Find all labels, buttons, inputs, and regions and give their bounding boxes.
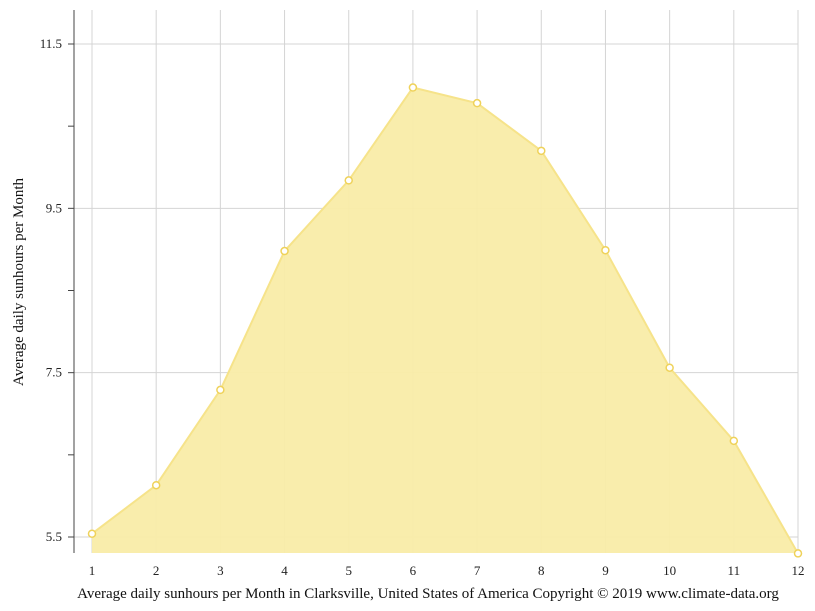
data-point-month-7 (472, 98, 482, 108)
x-tick-label: 6 (410, 563, 417, 578)
tick-labels: 11.59.57.55.51 2 3 4 5 6 7 8 9 10 11 12 (40, 36, 805, 578)
x-tick-label: 7 (474, 563, 481, 578)
data-point-month-5 (344, 176, 353, 185)
x-tick-label: 9 (602, 563, 609, 578)
series-line (91, 86, 799, 554)
y-tick-label: 9.5 (46, 200, 62, 215)
data-point-month-12 (793, 549, 803, 558)
x-tick-label: 4 (281, 563, 288, 578)
chart-caption: Average daily sunhours per Month in Clar… (77, 586, 779, 602)
data-points (87, 83, 803, 558)
y-tick-label: 11.5 (40, 36, 62, 51)
x-tick-label: 3 (217, 563, 224, 578)
area-fill (92, 87, 798, 554)
data-point-month-3 (216, 385, 225, 395)
axes (68, 10, 75, 553)
x-tick-label: 5 (345, 563, 352, 578)
x-tick-label: 11 (728, 563, 741, 578)
y-axis-title: Average daily sunhours per Month (11, 178, 27, 387)
data-point-month-6 (408, 83, 418, 92)
y-tick-label: 7.5 (46, 365, 62, 380)
y-tick-label: 5.5 (46, 529, 62, 544)
data-point-month-11 (729, 436, 739, 446)
x-tick-label: 2 (153, 563, 160, 578)
x-tick-label: 8 (538, 563, 545, 578)
data-point-month-8 (537, 146, 546, 156)
x-tick-label: 1 (89, 563, 96, 578)
data-point-month-4 (280, 246, 289, 256)
data-point-month-9 (601, 245, 610, 255)
x-tick-label: 12 (792, 563, 805, 578)
x-tick-label: 10 (663, 563, 676, 578)
data-point-month-10 (665, 363, 674, 372)
data-point-month-2 (151, 480, 161, 490)
data-point-month-1 (87, 529, 97, 538)
